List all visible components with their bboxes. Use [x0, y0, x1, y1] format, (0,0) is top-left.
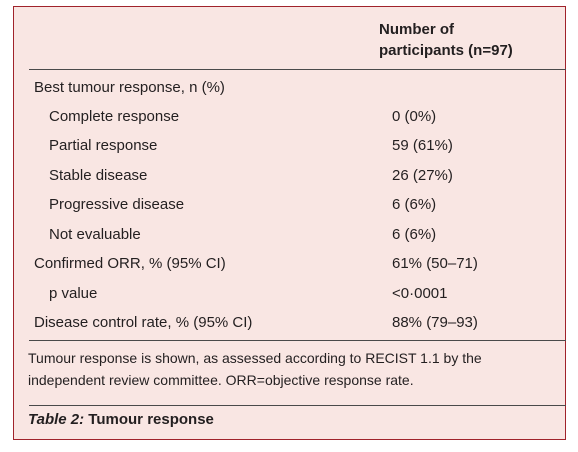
caption-label: Table 2:: [28, 411, 85, 428]
table-panel: Number of participants (n=97) Best tumou…: [13, 6, 566, 440]
row-value: 26 (27%): [392, 167, 453, 184]
row-label: Stable disease: [49, 167, 148, 184]
column-header-line2: participants (n=97): [379, 42, 513, 59]
table-footnote: Tumour response is shown, as assessed ac…: [28, 350, 482, 388]
row-value: 88% (79–93): [392, 314, 478, 331]
row-value: 6 (6%): [392, 196, 437, 213]
row-label: p value: [49, 285, 98, 302]
table-row: Stable disease 26 (27%): [14, 164, 565, 188]
row-label: Disease control rate, % (95% CI): [34, 314, 253, 331]
row-label: Progressive disease: [49, 196, 185, 213]
row-label: Best tumour response, n (%): [34, 79, 225, 96]
row-value: 59 (61%): [392, 137, 453, 154]
row-label: Not evaluable: [49, 226, 141, 243]
caption-title: Tumour response: [84, 411, 214, 428]
row-value: <0·0001: [392, 285, 448, 302]
column-header: Number of participants (n=97): [379, 19, 513, 61]
table-row: Best tumour response, n (%): [14, 76, 565, 100]
row-label: Partial response: [49, 137, 158, 154]
row-label: Complete response: [49, 108, 180, 125]
row-label: Confirmed ORR, % (95% CI): [34, 255, 226, 272]
table-row: Progressive disease 6 (6%): [14, 193, 565, 217]
table-row: p value <0·0001: [14, 282, 565, 306]
row-value: 6 (6%): [392, 226, 437, 243]
header-rule: [29, 69, 566, 70]
table-row: Not evaluable 6 (6%): [14, 223, 565, 247]
row-value: 0 (0%): [392, 108, 437, 125]
caption-rule: [29, 405, 566, 406]
body-rule: [29, 340, 566, 341]
table-row: Partial response 59 (61%): [14, 134, 565, 158]
table-caption: Table 2: Tumour response: [28, 409, 214, 431]
row-value: 61% (50–71): [392, 255, 478, 272]
table-row: Confirmed ORR, % (95% CI) 61% (50–71): [14, 252, 565, 276]
table-row: Disease control rate, % (95% CI) 88% (79…: [14, 311, 565, 335]
table-row: Complete response 0 (0%): [14, 105, 565, 129]
column-header-line1: Number of: [379, 21, 454, 38]
